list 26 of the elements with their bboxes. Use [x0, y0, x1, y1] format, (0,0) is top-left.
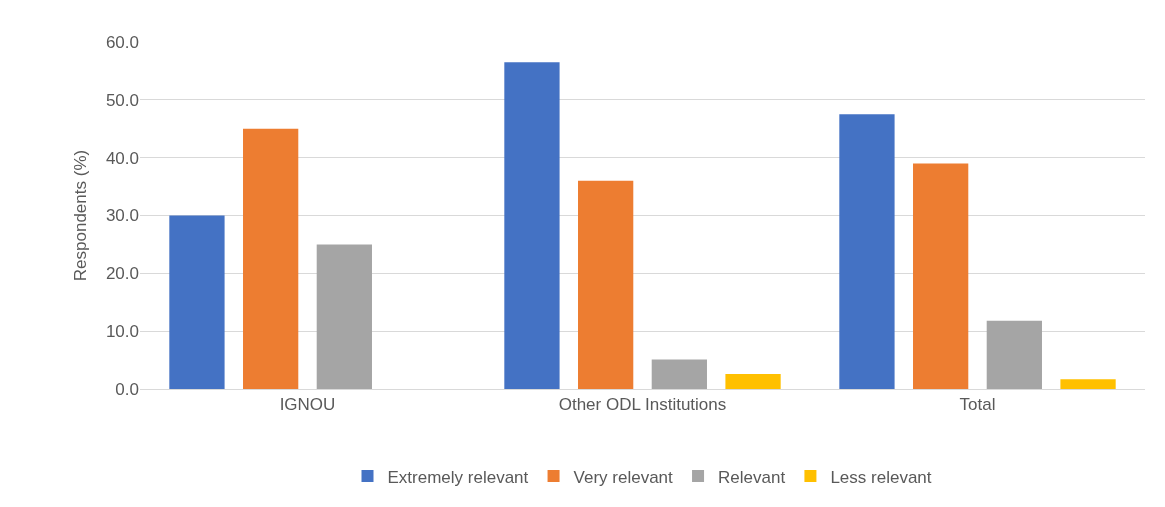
bar	[169, 215, 225, 389]
legend-label: Relevant	[718, 467, 786, 487]
y-tick-label: 30.0	[105, 206, 139, 226]
y-tick-label: 60.0	[105, 32, 139, 52]
x-tick-label: Other ODL Institutions	[558, 395, 727, 415]
bar	[651, 359, 707, 389]
legend-label: Extremely relevant	[387, 467, 529, 487]
legend-label: Less relevant	[830, 467, 932, 487]
x-tick-label: Total	[959, 395, 996, 415]
bar	[578, 180, 634, 389]
y-tick-label: 50.0	[105, 90, 139, 110]
bar	[504, 62, 560, 389]
y-axis-title: Respondents (%)	[71, 149, 91, 282]
y-tick-label: 10.0	[105, 322, 139, 342]
bar	[986, 320, 1042, 389]
bar	[1060, 379, 1116, 389]
x-tick-label: IGNOU	[279, 395, 336, 415]
bar	[913, 163, 969, 389]
y-tick-label: 20.0	[105, 264, 139, 284]
y-tick-label: 0.0	[115, 379, 139, 399]
y-tick-label: 40.0	[105, 148, 139, 168]
bar	[725, 373, 781, 389]
bar	[316, 244, 372, 389]
bar	[839, 114, 895, 389]
legend-label: Very relevant	[573, 467, 674, 487]
bar	[243, 128, 299, 389]
